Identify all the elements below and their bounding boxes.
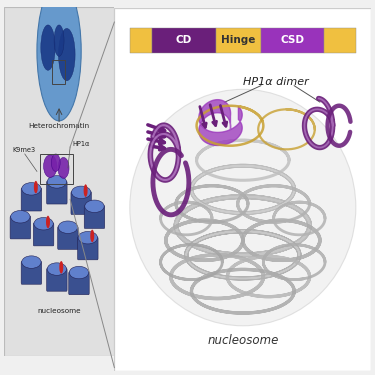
Ellipse shape bbox=[22, 256, 41, 268]
FancyBboxPatch shape bbox=[261, 27, 324, 53]
Ellipse shape bbox=[78, 231, 98, 244]
FancyBboxPatch shape bbox=[10, 216, 31, 239]
FancyBboxPatch shape bbox=[324, 27, 356, 53]
Ellipse shape bbox=[10, 210, 30, 223]
Text: Heterochromatin: Heterochromatin bbox=[28, 123, 90, 129]
Ellipse shape bbox=[130, 89, 356, 326]
FancyBboxPatch shape bbox=[46, 181, 67, 204]
Text: CSD: CSD bbox=[280, 35, 304, 45]
FancyBboxPatch shape bbox=[78, 237, 98, 260]
Text: CD: CD bbox=[176, 35, 192, 45]
FancyBboxPatch shape bbox=[84, 206, 105, 228]
Ellipse shape bbox=[58, 221, 78, 234]
Ellipse shape bbox=[51, 154, 60, 171]
Text: HP1α: HP1α bbox=[72, 141, 90, 147]
Ellipse shape bbox=[72, 186, 91, 199]
Text: K9me3: K9me3 bbox=[13, 147, 36, 153]
Circle shape bbox=[59, 261, 63, 274]
Ellipse shape bbox=[44, 155, 57, 177]
Circle shape bbox=[90, 230, 94, 242]
Ellipse shape bbox=[69, 266, 88, 279]
FancyBboxPatch shape bbox=[130, 27, 152, 53]
Circle shape bbox=[46, 216, 50, 228]
FancyBboxPatch shape bbox=[152, 27, 216, 53]
Circle shape bbox=[41, 25, 55, 70]
FancyBboxPatch shape bbox=[46, 268, 67, 291]
Circle shape bbox=[34, 181, 38, 194]
Ellipse shape bbox=[47, 176, 66, 188]
Circle shape bbox=[54, 25, 64, 56]
Bar bbox=[52, 60, 65, 84]
Ellipse shape bbox=[22, 183, 41, 195]
Bar bbox=[40, 154, 74, 184]
FancyBboxPatch shape bbox=[216, 27, 261, 53]
Ellipse shape bbox=[58, 158, 69, 178]
Ellipse shape bbox=[85, 200, 104, 213]
Circle shape bbox=[58, 28, 75, 81]
FancyBboxPatch shape bbox=[21, 261, 42, 284]
Ellipse shape bbox=[34, 217, 53, 230]
FancyBboxPatch shape bbox=[69, 272, 89, 295]
Ellipse shape bbox=[47, 263, 66, 275]
FancyBboxPatch shape bbox=[114, 8, 371, 371]
Text: nucleosome: nucleosome bbox=[207, 334, 279, 347]
FancyBboxPatch shape bbox=[4, 8, 114, 356]
Text: HP1α dimer: HP1α dimer bbox=[243, 77, 309, 87]
FancyBboxPatch shape bbox=[71, 192, 92, 214]
Text: Hinge: Hinge bbox=[221, 35, 255, 45]
Circle shape bbox=[37, 0, 81, 121]
FancyBboxPatch shape bbox=[21, 188, 42, 211]
FancyBboxPatch shape bbox=[58, 226, 78, 249]
Circle shape bbox=[84, 184, 88, 197]
Text: nucleosome: nucleosome bbox=[37, 308, 81, 314]
FancyBboxPatch shape bbox=[33, 223, 54, 246]
